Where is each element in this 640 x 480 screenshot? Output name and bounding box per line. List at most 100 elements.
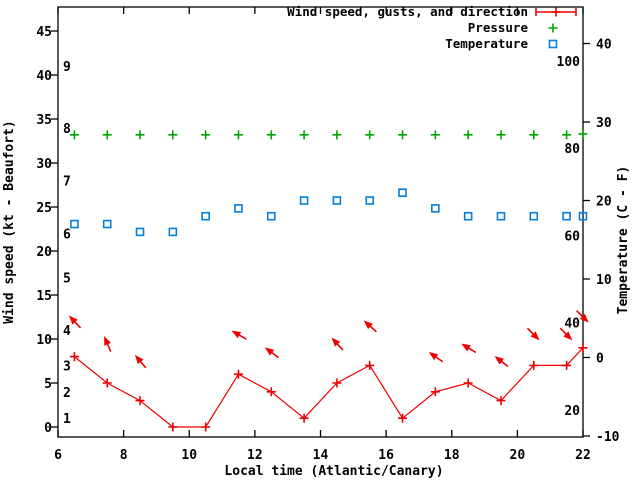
x-tick-label: 20 [510,448,526,463]
temperature-point [496,211,506,221]
pressure-point [168,130,178,140]
temperature-point [463,211,473,221]
temperature-point [135,227,145,237]
wind-tick-label: 0 [44,421,52,436]
wind-direction-arrow [494,356,509,368]
temperature-point [562,211,571,221]
temperature-series [70,188,588,237]
wind-speed-point [168,422,178,432]
arrow-head [461,343,471,352]
beaufort-label: 4 [63,324,71,339]
legend-label-pressure: Pressure [468,20,529,35]
arrow-head [134,354,144,365]
pressure-point [463,130,473,140]
wind-direction-arrow [576,310,589,323]
pressure-point [135,130,145,140]
arrow-head [363,320,373,330]
legend-wind-sample-marker [551,7,561,17]
beaufort-label: 9 [63,60,71,75]
wind-speed-point [135,396,145,406]
plot-border [57,6,584,438]
arrow-head [104,336,111,346]
wind-speed-point [102,378,112,388]
arrow-head [428,352,439,361]
pressure-point [69,130,79,140]
x-tick-label: 22 [575,448,591,463]
wind-speed-point [463,378,473,388]
temp-tick-label: 0 [596,352,604,367]
pressure-series [69,129,588,140]
x-tick-label: 18 [444,448,460,463]
wind-tick-label: 35 [36,113,52,128]
wind-tick-label: 25 [36,201,52,216]
temperature-point [70,219,79,229]
beaufort-label: 7 [63,175,71,190]
wind-series [68,310,589,432]
temperature-point [529,211,539,221]
temperature-point [398,188,407,197]
wind-speed-line [74,347,584,428]
temperature-point [234,204,243,213]
wind-direction-arrow [559,327,573,341]
x-tick-label: 6 [54,448,62,463]
beaufort-label: 6 [63,227,71,242]
arrow-head [264,347,275,356]
fahrenheit-label: 80 [564,142,580,157]
wind-speed-point [201,422,211,432]
wind-speed-point [299,413,309,423]
pressure-point [365,130,375,140]
pressure-point [201,130,211,140]
temperature-point [365,196,375,205]
wind-speed-point [266,387,276,397]
fahrenheit-label: 100 [557,55,581,70]
temp-tick-label: 10 [596,273,612,288]
x-tick-label: 12 [247,448,263,463]
fahrenheit-label: 60 [564,229,580,244]
x-tick-label: 8 [120,448,128,463]
fahrenheit-label: 20 [564,404,580,419]
legend-label-temperature: Temperature [445,36,528,51]
wind-speed-point [365,360,375,370]
wind-speed-point [69,352,79,362]
pressure-point [398,130,408,140]
wind-speed-point [332,378,342,388]
temperature-point [299,196,309,205]
temperature-point [578,211,588,221]
wind-tick-label: 30 [36,157,52,172]
temperature-point [431,204,440,213]
wind-direction-arrow [428,352,444,363]
x-tick-label: 16 [378,448,394,463]
pressure-point [496,130,506,140]
beaufort-label: 2 [63,386,71,401]
arrow-head [231,330,242,339]
temperature-point [168,227,178,237]
arrow-head [530,331,540,341]
temperature-point [102,219,112,229]
temp-tick-label: 30 [596,116,612,131]
fahrenheit-label: 40 [564,317,580,332]
pressure-point [332,130,342,140]
arrow-head [563,331,573,341]
legend-temperature-marker [548,39,558,49]
axis-ticks: 6 8 10 12 14 16 18 20 22051015202530354045-10010… [36,7,620,463]
wind-direction-arrow [104,336,112,352]
wind-tick-label: 20 [36,245,52,260]
wind-speed-point [233,369,243,379]
pressure-point [562,130,572,140]
arrow-head [494,356,504,365]
wind-speed-point [562,360,572,370]
wind-tick-label: 5 [44,377,52,392]
pressure-point [102,130,112,140]
wind-direction-arrow [134,354,147,369]
secondary-scale-labels: 1 2 3 4 5 6 7 8 9 20 40 60 80 100 [63,55,580,427]
pressure-point [578,129,588,139]
legend-markers [535,7,577,49]
x-tick-label: 10 [181,448,197,463]
legend-pressure-marker [548,23,558,33]
wind-direction-arrow [331,337,344,351]
wind-direction-arrow [68,315,82,329]
temp-tick-label: 40 [596,38,612,53]
beaufort-label: 5 [63,271,71,286]
plot-frame [57,6,584,438]
